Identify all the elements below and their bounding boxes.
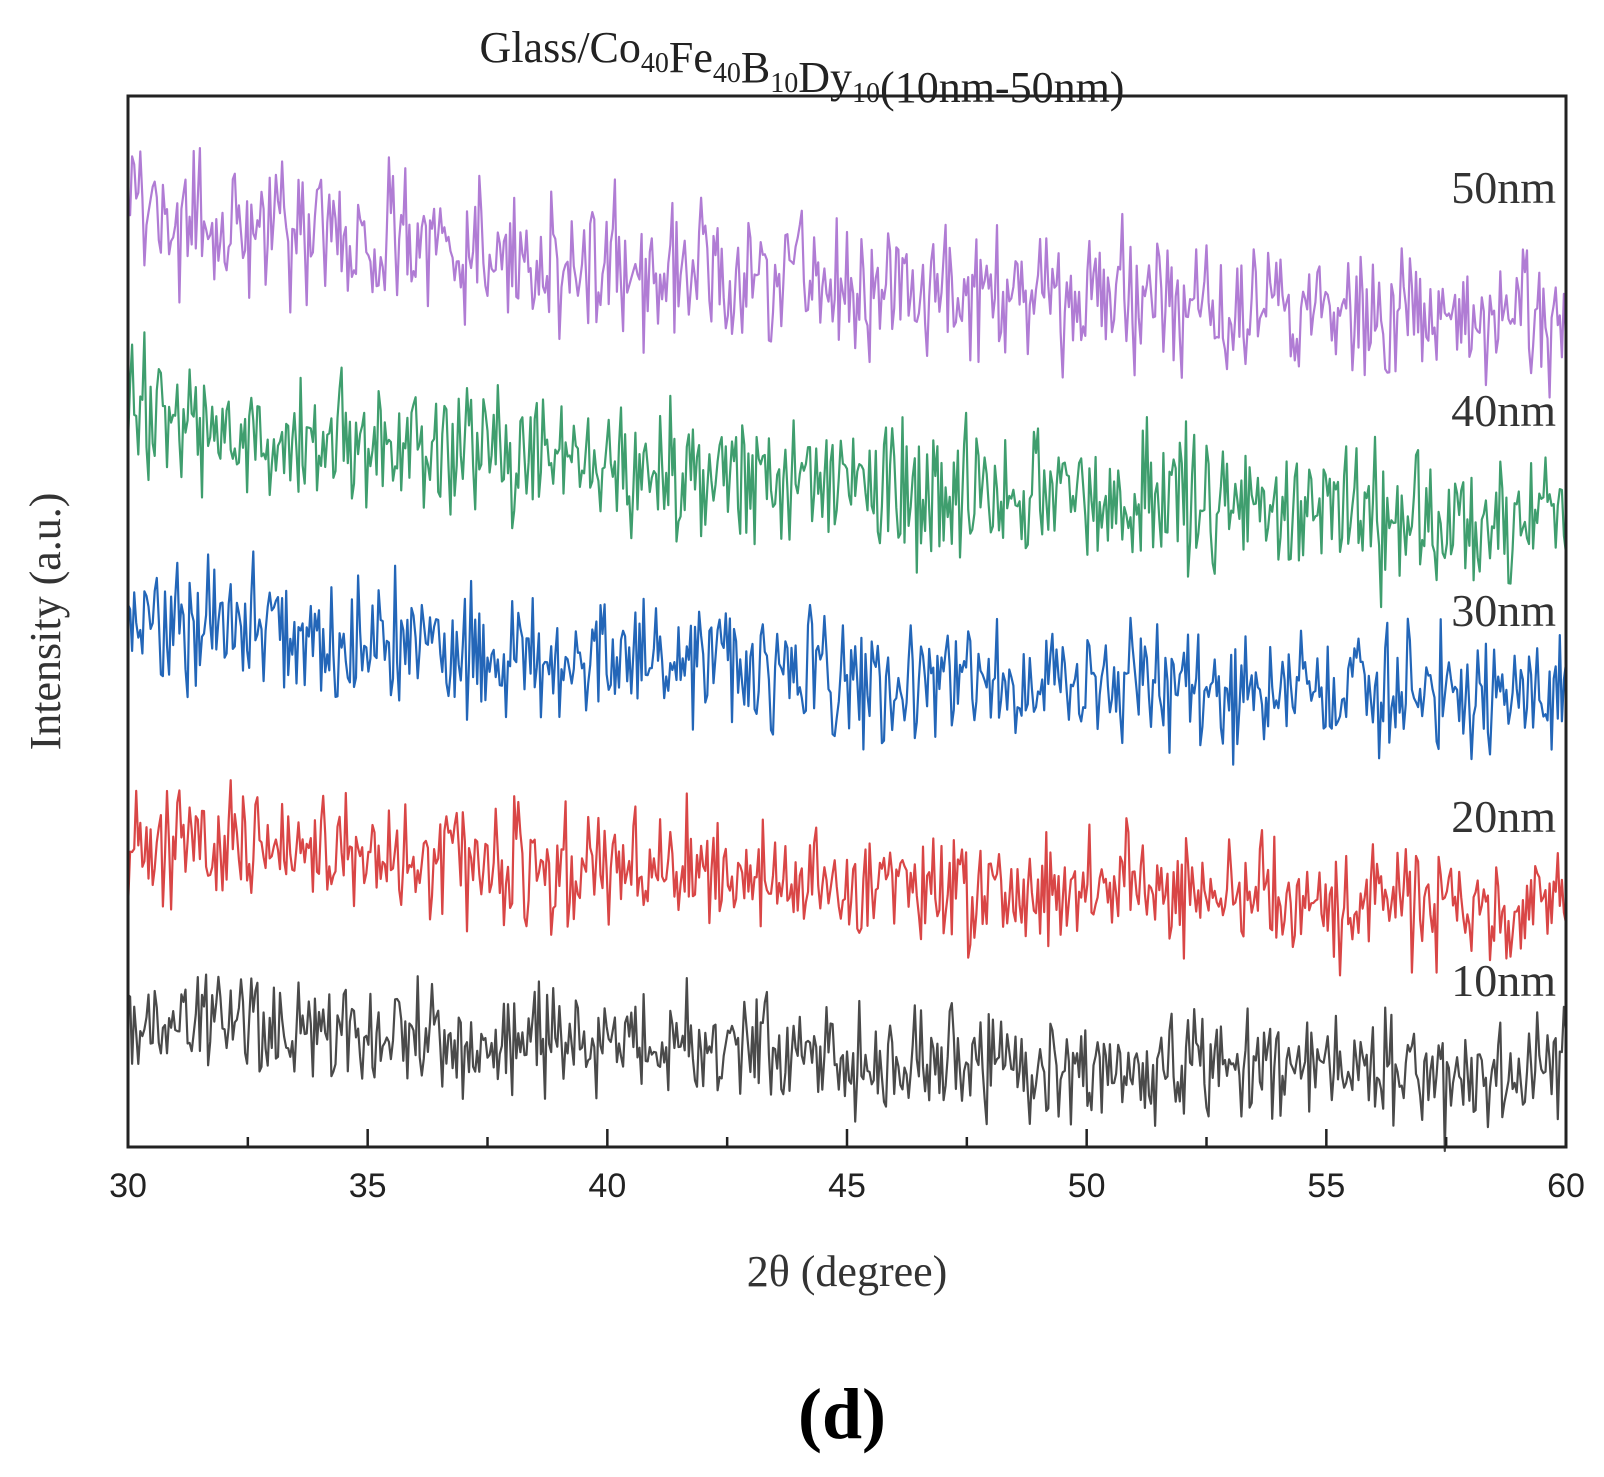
title-subscript-1: 40	[713, 58, 741, 89]
title-element-1: Fe	[669, 33, 713, 82]
x-tick-label: 55	[1307, 1167, 1345, 1205]
title-prefix: Glass/	[480, 23, 591, 72]
series-line-10nm	[127, 973, 1568, 1153]
series-label-50nm: 50nm	[1451, 162, 1556, 213]
series-label-30nm: 30nm	[1451, 585, 1556, 636]
series-line-50nm	[126, 147, 1568, 399]
title-subscript-3: 10	[852, 78, 880, 109]
x-tick-label: 60	[1547, 1167, 1585, 1205]
title-subscript-0: 40	[641, 48, 669, 79]
series-line-40nm	[126, 331, 1568, 609]
series-line-20nm	[126, 779, 1568, 977]
title-element-3: Dy	[798, 53, 852, 102]
x-tick-label: 35	[349, 1167, 387, 1205]
title-element-0: Co	[590, 23, 641, 72]
series-label-10nm: 10nm	[1451, 955, 1556, 1006]
title-element-2: B	[741, 43, 770, 92]
y-axis-label: Intensity (a.u.)	[21, 493, 70, 751]
x-tick-label: 30	[109, 1167, 147, 1205]
title-subscript-2: 10	[770, 68, 798, 99]
series-labels: 50nm 40nm 30nm 20nm 10nm	[1451, 162, 1556, 1006]
x-axis-label: 2θ (degree)	[747, 1247, 948, 1296]
series-label-20nm: 20nm	[1451, 791, 1556, 842]
chart-title: Glass/Co40Fe40B10Dy10(10nm-50nm)	[480, 23, 1125, 112]
series-line-30nm	[126, 550, 1568, 766]
x-tick-label: 50	[1068, 1167, 1106, 1205]
title-suffix: (10nm-50nm)	[880, 63, 1124, 112]
series-group	[126, 147, 1568, 1153]
x-axis: 30 35 40 45 50 55 60	[109, 1129, 1585, 1205]
series-label-40nm: 40nm	[1451, 385, 1556, 436]
x-tick-label: 40	[588, 1167, 626, 1205]
panel-label: (d)	[798, 1374, 886, 1454]
x-tick-label: 45	[828, 1167, 866, 1205]
